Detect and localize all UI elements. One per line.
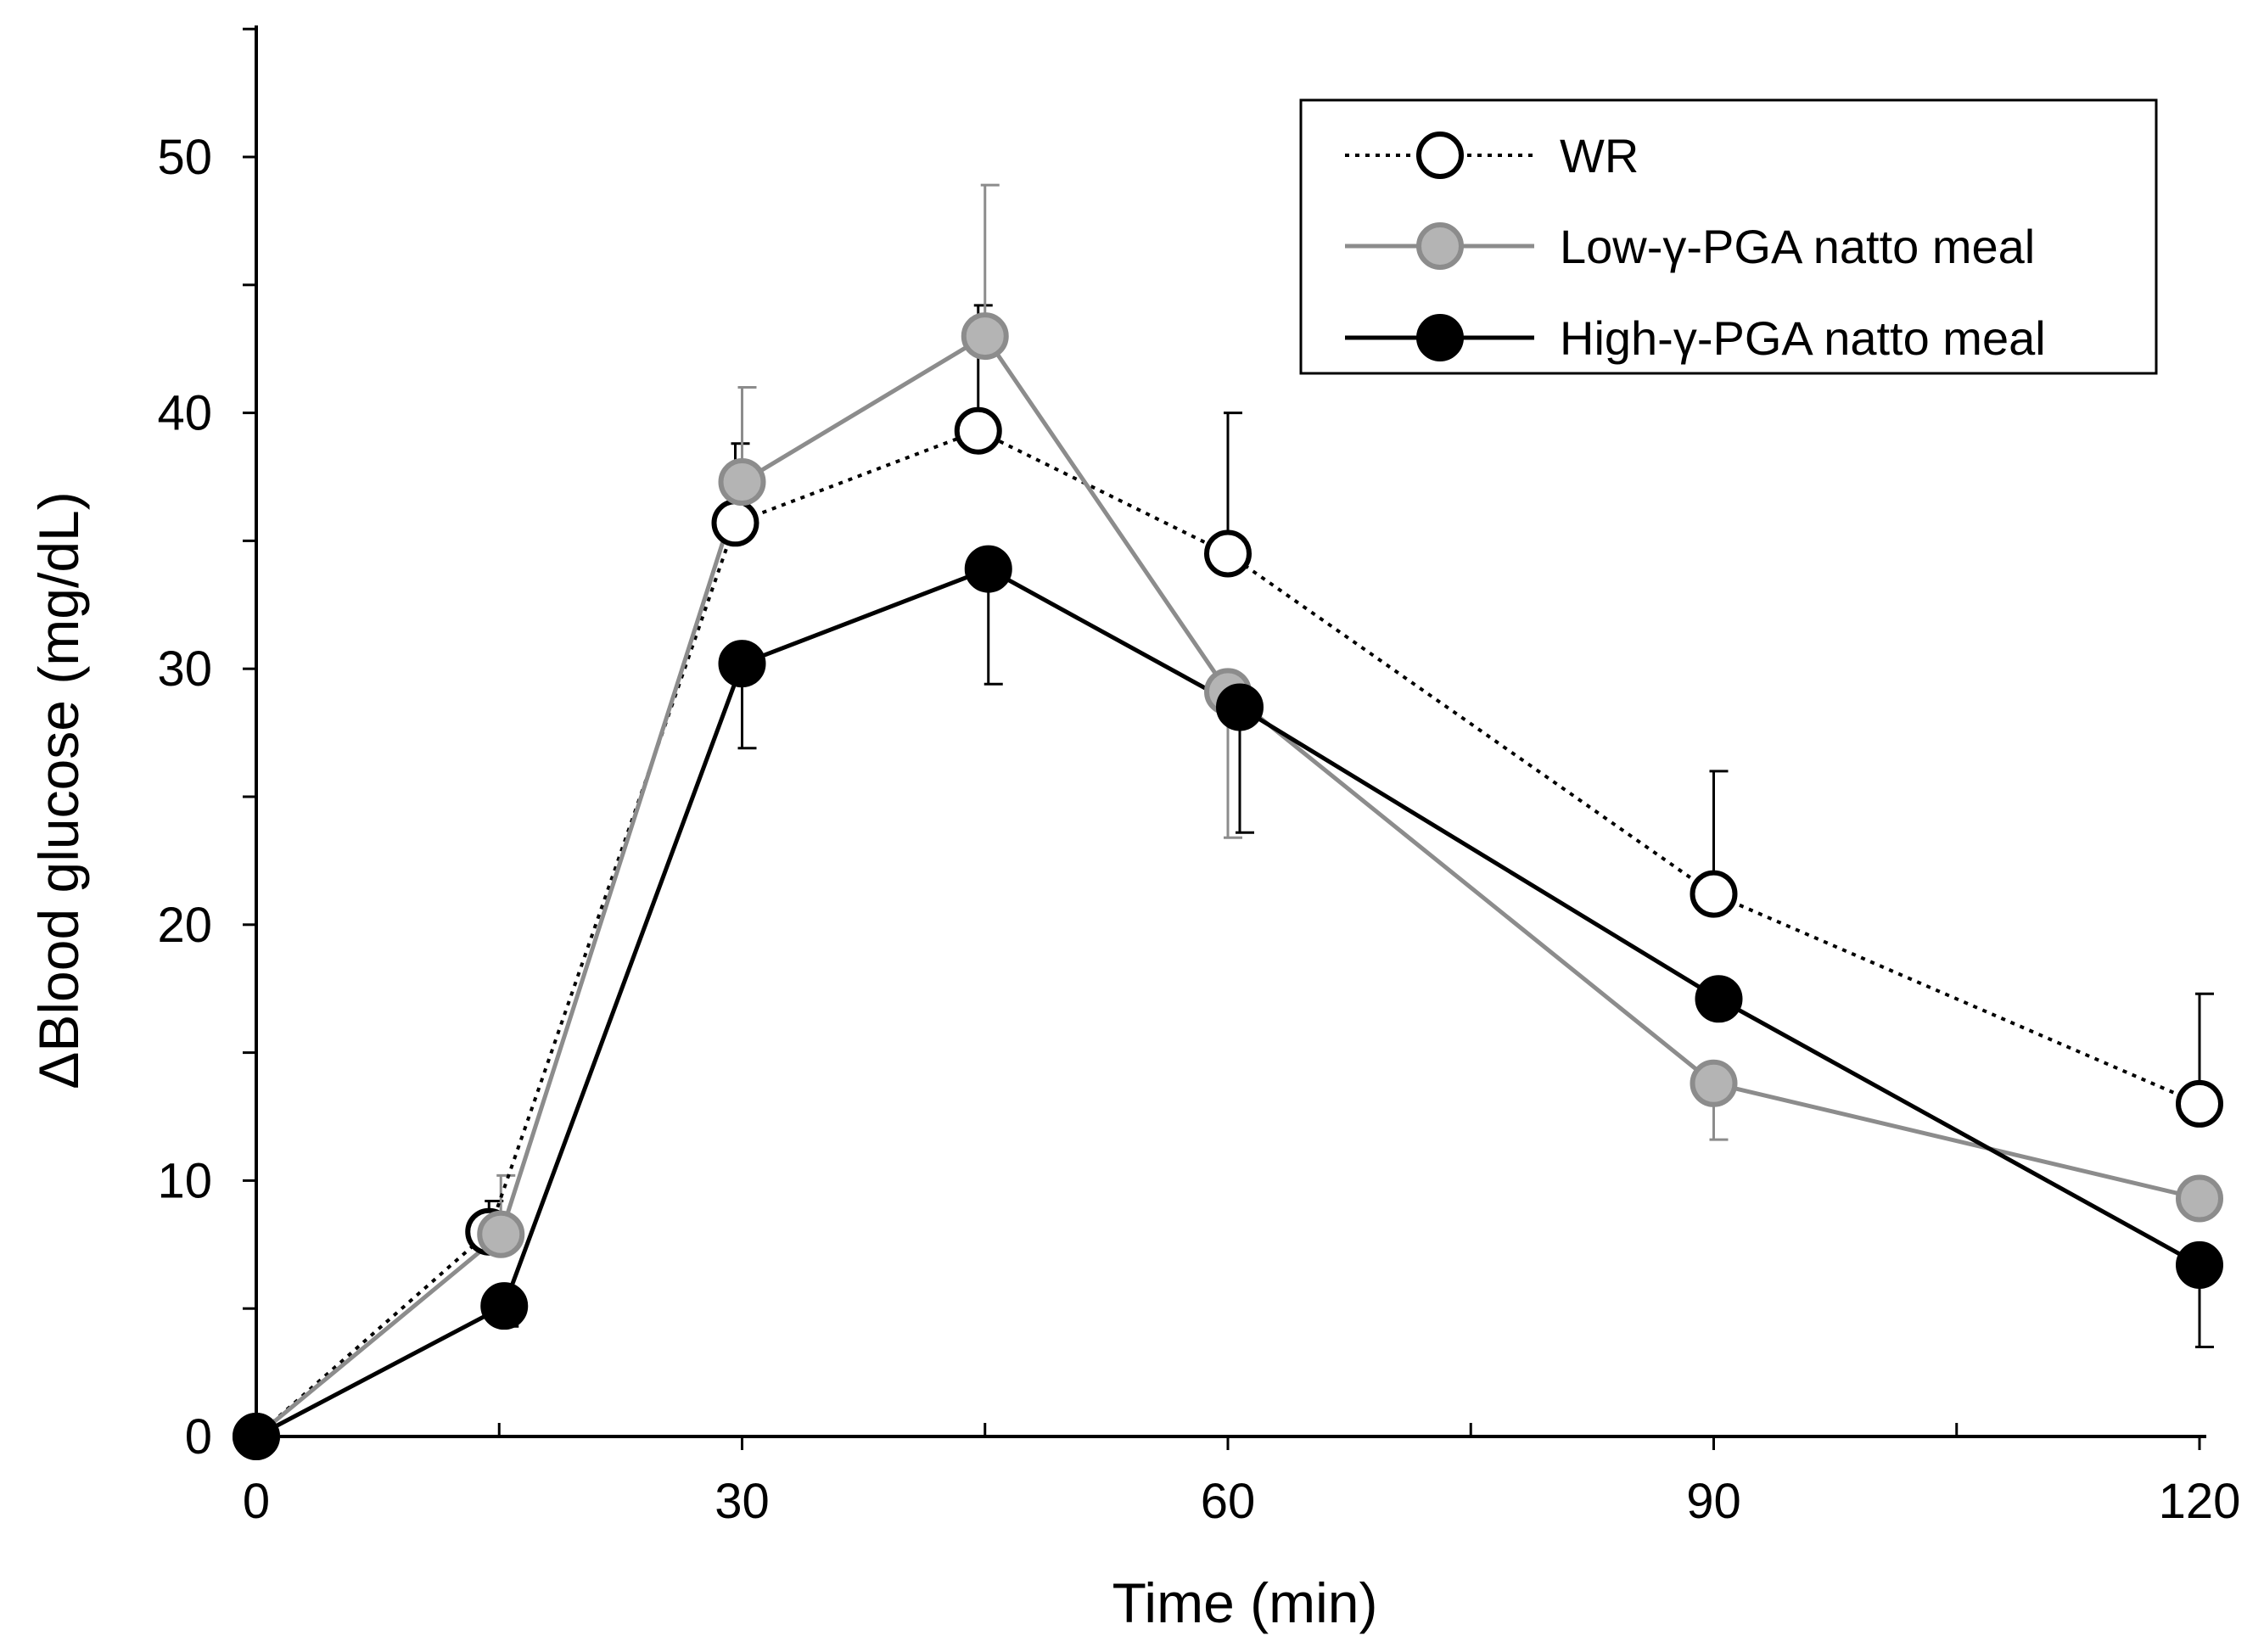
- y-tick-label: 10: [157, 1153, 212, 1208]
- data-point: [477, 1210, 525, 1258]
- data-point: [233, 1413, 280, 1460]
- legend-label: High-γ-PGA natto meal: [1560, 311, 2046, 365]
- series-line: [255, 428, 2200, 1438]
- x-tick-label: 0: [243, 1474, 270, 1529]
- x-tick-label: 120: [2159, 1474, 2241, 1529]
- y-tick-label: 30: [157, 641, 212, 697]
- y-tick-label: 20: [157, 898, 212, 953]
- legend: WR Low-γ-PGA natto meal High-γ-PGA natto m…: [1299, 98, 2158, 375]
- legend-label: Low-γ-PGA natto meal: [1560, 220, 2035, 273]
- y-tick-label: 40: [157, 386, 212, 441]
- axes: 0 10 20 30 40 50 0 30 60 90 120 Time (min) ΔBlood gl…: [27, 25, 2240, 1634]
- data-point: [2176, 1079, 2223, 1128]
- y-axis-title: ΔBlood glucose (mg/dL): [27, 491, 90, 1089]
- series-markers: [233, 312, 2223, 1460]
- x-axis-title: Time (min): [1112, 1571, 1378, 1634]
- data-point: [2176, 1174, 2223, 1223]
- x-tick-label: 90: [1686, 1474, 1741, 1529]
- data-point: [2176, 1240, 2223, 1289]
- data-point: [1690, 870, 1738, 918]
- x-tick-label: 30: [715, 1474, 770, 1529]
- data-point: [711, 499, 759, 547]
- legend-marker: [1416, 132, 1464, 179]
- data-point: [1216, 683, 1264, 731]
- data-point: [718, 458, 766, 507]
- y-tick-label: 0: [185, 1409, 212, 1464]
- data-point: [1690, 1059, 1738, 1107]
- legend-label: WR: [1560, 129, 1639, 182]
- x-tick-label: 60: [1201, 1474, 1256, 1529]
- legend-marker: [1416, 314, 1464, 361]
- legend-marker: [1416, 222, 1464, 270]
- data-point: [964, 545, 1012, 593]
- y-tick-label: 50: [157, 130, 212, 185]
- data-point: [961, 312, 1009, 361]
- data-point: [480, 1282, 529, 1330]
- data-point: [718, 640, 766, 688]
- data-point: [1204, 529, 1252, 578]
- data-point: [1695, 975, 1743, 1023]
- data-point: [954, 406, 1002, 455]
